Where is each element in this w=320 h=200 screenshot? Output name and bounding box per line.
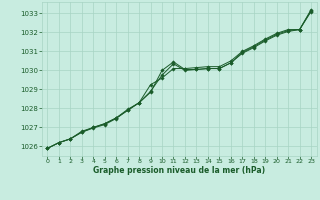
- X-axis label: Graphe pression niveau de la mer (hPa): Graphe pression niveau de la mer (hPa): [93, 166, 265, 175]
